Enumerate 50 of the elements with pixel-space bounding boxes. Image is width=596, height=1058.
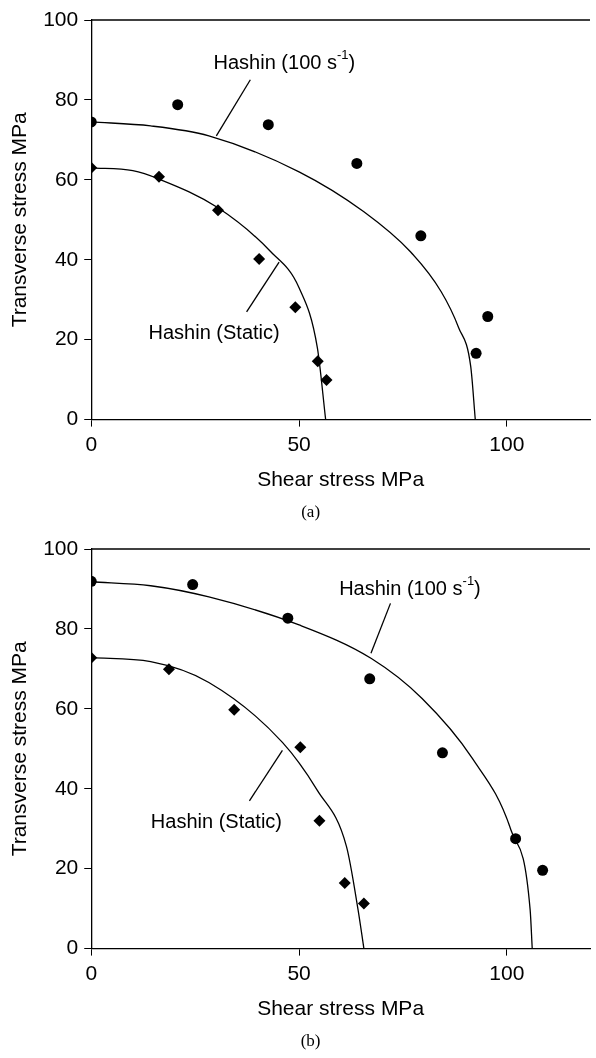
- annotation: Hashin (Static): [150, 809, 283, 832]
- point: [470, 347, 482, 359]
- point: [228, 703, 241, 716]
- y-tick-label: 80: [54, 615, 79, 639]
- x-tick-label: 100: [489, 961, 525, 984]
- point: [253, 252, 266, 265]
- y-tick-label: 20: [54, 326, 79, 350]
- y-tick-label: 100: [43, 535, 79, 559]
- y-tick-label: 100: [43, 6, 79, 30]
- point: [311, 355, 324, 368]
- point: [364, 673, 376, 685]
- x-axis-title: Shear stress MPa: [257, 467, 425, 491]
- point: [482, 311, 494, 322]
- point: [436, 747, 448, 759]
- point: [338, 877, 351, 890]
- x-tick-label: 50: [287, 961, 311, 984]
- text: (b): [300, 1031, 321, 1051]
- point: [187, 579, 199, 591]
- y-tick-label: 40: [54, 246, 79, 270]
- y-tick-label: 80: [54, 86, 79, 110]
- x-tick-label: 50: [287, 432, 311, 455]
- y-tick-label: 60: [54, 166, 79, 190]
- point: [351, 157, 363, 169]
- point: [162, 663, 175, 676]
- point: [282, 612, 294, 624]
- text: (a): [301, 502, 321, 522]
- x-tick-label: 0: [85, 432, 98, 455]
- point: [262, 119, 274, 131]
- point: [510, 833, 522, 845]
- y-tick-label: 0: [66, 406, 79, 430]
- y-axis-title: Transverse stress MPa: [7, 640, 31, 857]
- point: [289, 301, 302, 314]
- point: [415, 230, 427, 242]
- y-tick-label: 60: [54, 695, 79, 719]
- point: [357, 897, 370, 910]
- point: [313, 814, 326, 827]
- y-tick-label: 20: [54, 855, 79, 879]
- point: [212, 204, 225, 217]
- x-axis-title: Shear stress MPa: [257, 996, 425, 1020]
- y-axis-title: Transverse stress MPa: [7, 111, 31, 328]
- point: [172, 99, 184, 111]
- point: [320, 374, 333, 387]
- x-tick-label: 0: [85, 961, 98, 984]
- y-tick-label: 40: [54, 775, 79, 799]
- y-tick-label: 0: [66, 935, 79, 959]
- x-tick-label: 100: [489, 432, 525, 455]
- point: [152, 170, 165, 183]
- annotation: Hashin (Static): [148, 320, 280, 343]
- point: [294, 741, 307, 754]
- point: [537, 864, 549, 876]
